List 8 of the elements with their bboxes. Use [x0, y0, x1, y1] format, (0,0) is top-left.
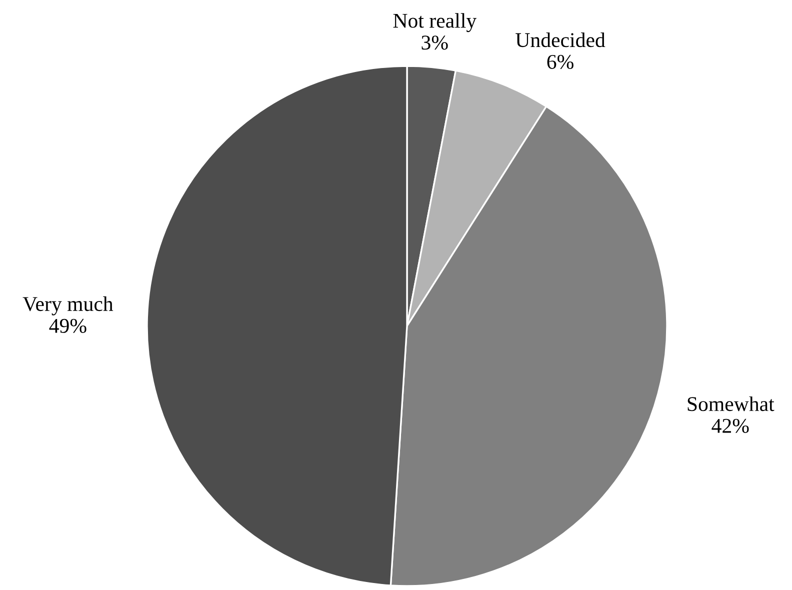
- slice-label: Very much: [22, 296, 114, 316]
- data-label: 6%: [547, 54, 574, 70]
- slice-label: Not really: [393, 13, 477, 32]
- data-label: 3%: [422, 36, 448, 50]
- slice-label: Undecided: [516, 32, 606, 48]
- data-label: 42%: [712, 418, 749, 433]
- data-label: 49%: [49, 318, 86, 333]
- slice-label: Somewhat: [688, 396, 774, 412]
